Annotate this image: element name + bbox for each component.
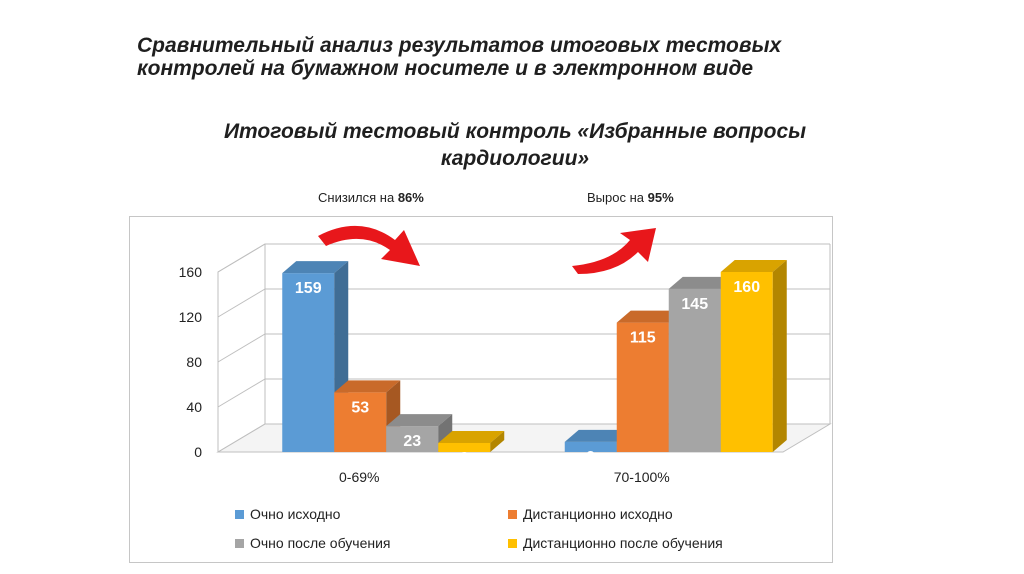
- annotation-increase-text: Вырос на: [587, 190, 648, 205]
- legend-swatch: [235, 509, 244, 519]
- bar-front: [282, 273, 335, 452]
- y-tick-label: 0: [194, 444, 202, 460]
- bar-top: [438, 431, 505, 443]
- y-tick-label: 40: [186, 399, 202, 415]
- legend-label: Очно после обучения: [250, 535, 391, 551]
- bar-front: [668, 288, 721, 452]
- annotation-increase-value: 95%: [647, 190, 674, 205]
- slide-title: Сравнительный анализ результатов итоговы…: [137, 34, 782, 80]
- x-tick-label: 0-69%: [339, 469, 379, 485]
- y-tick-label: 80: [186, 354, 202, 370]
- annotation-decrease-text: Снизился на: [318, 190, 398, 205]
- bar-front: [386, 426, 439, 452]
- data-label: 159: [295, 280, 322, 297]
- legend-label: Дистанционно после обучения: [523, 535, 723, 551]
- legend-item: Дистанционно исходно: [508, 506, 673, 522]
- annotation-decrease: Снизился на 86%: [318, 190, 424, 205]
- bar-top: [282, 261, 349, 274]
- data-label: 160: [733, 279, 760, 296]
- bar-front: [564, 441, 617, 452]
- bar-side: [490, 431, 505, 452]
- bar-top: [564, 429, 631, 442]
- legend-swatch: [235, 538, 244, 548]
- arrows: [318, 225, 656, 274]
- bar-top: [668, 276, 735, 289]
- x-axis: 0-69% 70-100%: [339, 469, 670, 485]
- bar-top: [616, 310, 683, 323]
- bars: 159 53 23 8 9 115 145 160: [282, 260, 787, 467]
- bar-side: [772, 260, 787, 452]
- bar-top: [386, 414, 453, 427]
- data-label: 115: [630, 330, 656, 347]
- legend-swatch: [508, 509, 517, 519]
- bar-front: [720, 272, 773, 452]
- bar: 8: [438, 431, 505, 467]
- curved-arrow-up-icon: [572, 228, 656, 274]
- legend-item: Очно после обучения: [235, 535, 391, 551]
- chart-frame: [129, 216, 833, 563]
- legend-swatch: [508, 538, 517, 548]
- x-tick-label: 70-100%: [614, 469, 670, 485]
- data-label: 23: [403, 433, 421, 450]
- data-label: 53: [351, 399, 369, 416]
- gridline: [217, 288, 830, 318]
- y-tick-label: 160: [179, 264, 203, 280]
- annotation-decrease-value: 86%: [397, 190, 424, 205]
- bar: 159: [282, 261, 349, 452]
- data-label: 8: [460, 450, 469, 467]
- curved-arrow-down-icon: [318, 225, 420, 266]
- data-label: 145: [681, 296, 708, 313]
- bar-top: [334, 380, 401, 393]
- bar-front: [616, 322, 669, 452]
- bar-front: [438, 443, 491, 452]
- bar-top: [720, 260, 787, 272]
- annotation-increase: Вырос на 95%: [587, 190, 674, 205]
- bar-front: [334, 392, 387, 452]
- legend-item: Очно исходно: [235, 506, 340, 522]
- legend-label: Очно исходно: [250, 506, 341, 522]
- data-label: 9: [586, 449, 595, 466]
- chart-title: Итоговый тестовый контроль «Избранные во…: [223, 120, 807, 170]
- legend-item: Дистанционно после обучения: [508, 535, 723, 551]
- y-axis: 0 40 80 120 160: [179, 264, 203, 460]
- legend-label: Дистанционно исходно: [523, 506, 673, 522]
- y-tick-label: 120: [179, 309, 203, 325]
- bar: 160: [720, 260, 787, 452]
